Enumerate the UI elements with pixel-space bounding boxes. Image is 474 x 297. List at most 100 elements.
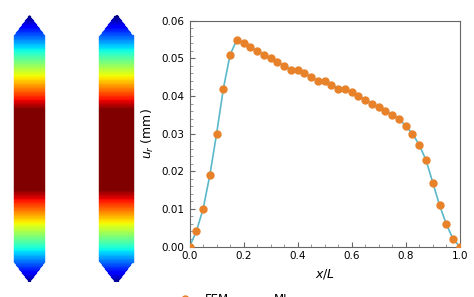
Bar — [14, 206, 45, 207]
Bar — [111, 20, 121, 21]
Bar — [14, 229, 45, 230]
Bar — [99, 241, 133, 242]
Bar — [14, 207, 45, 208]
Bar — [99, 116, 133, 118]
Bar — [99, 165, 133, 166]
ML — [288, 68, 294, 72]
Bar — [14, 158, 45, 159]
Bar — [14, 129, 45, 130]
ML — [214, 132, 219, 135]
Bar — [14, 124, 45, 126]
Bar — [14, 75, 45, 76]
ML — [383, 109, 388, 113]
Bar — [14, 64, 45, 66]
Bar — [99, 166, 133, 167]
Bar — [14, 225, 45, 226]
Bar — [99, 176, 133, 178]
Bar — [99, 72, 133, 74]
Bar — [99, 222, 133, 223]
Bar — [14, 230, 45, 231]
FEM — [268, 57, 273, 60]
Bar — [99, 229, 133, 230]
Bar — [14, 166, 45, 167]
Bar — [99, 92, 133, 94]
FEM — [315, 79, 321, 83]
ML — [342, 87, 348, 90]
FEM — [281, 64, 287, 68]
Bar — [14, 113, 45, 114]
Bar — [21, 26, 37, 27]
Bar — [99, 68, 133, 69]
FEM — [207, 173, 213, 177]
Bar — [14, 103, 45, 105]
Bar — [99, 137, 133, 138]
Bar — [99, 130, 133, 131]
Bar — [14, 203, 45, 205]
ML — [207, 173, 213, 177]
Bar — [99, 163, 133, 165]
Bar — [99, 102, 133, 103]
Bar — [14, 160, 45, 162]
Bar — [99, 194, 133, 195]
Bar — [14, 168, 45, 170]
Bar — [14, 174, 45, 175]
Bar — [99, 60, 133, 62]
Bar — [99, 198, 133, 199]
Bar — [99, 231, 133, 233]
Bar — [109, 273, 123, 274]
Bar — [14, 140, 45, 142]
Bar — [105, 267, 127, 269]
FEM — [450, 237, 456, 241]
Bar — [99, 39, 133, 40]
Bar — [25, 20, 33, 21]
Bar — [99, 113, 133, 114]
Bar — [14, 157, 45, 158]
Bar — [14, 175, 45, 176]
Bar — [14, 110, 45, 111]
ML — [335, 87, 341, 90]
Bar — [14, 221, 45, 222]
Bar — [14, 130, 45, 131]
Bar — [14, 245, 45, 246]
Bar — [99, 134, 133, 135]
Bar — [99, 237, 133, 238]
ML — [443, 222, 449, 226]
FEM — [308, 75, 314, 79]
Bar — [99, 42, 133, 43]
Bar — [14, 69, 45, 71]
Bar — [14, 83, 45, 84]
ML — [328, 83, 334, 86]
Bar — [99, 154, 133, 155]
Bar — [99, 91, 133, 92]
Bar — [99, 148, 133, 150]
Bar — [99, 159, 133, 160]
Bar — [99, 83, 133, 84]
ML — [268, 57, 273, 60]
Bar — [99, 190, 133, 191]
Bar — [99, 225, 133, 226]
FEM — [349, 91, 355, 94]
Bar — [14, 184, 45, 186]
ML — [193, 230, 199, 233]
Line: FEM: FEM — [186, 36, 463, 250]
Bar — [26, 19, 32, 20]
Bar — [14, 167, 45, 168]
FEM — [214, 132, 219, 135]
Bar — [108, 24, 124, 26]
ML — [403, 124, 409, 128]
Bar — [99, 158, 133, 159]
Bar — [14, 146, 45, 147]
FEM — [241, 42, 246, 45]
ML — [187, 245, 192, 248]
Bar — [14, 74, 45, 75]
Bar — [99, 132, 133, 134]
Bar — [14, 45, 45, 47]
FEM — [396, 117, 402, 120]
ML — [390, 113, 395, 117]
Bar — [99, 95, 133, 97]
Bar — [99, 183, 133, 184]
Bar — [14, 131, 45, 132]
Bar — [112, 19, 120, 20]
FEM — [403, 124, 409, 128]
Bar — [99, 126, 133, 127]
